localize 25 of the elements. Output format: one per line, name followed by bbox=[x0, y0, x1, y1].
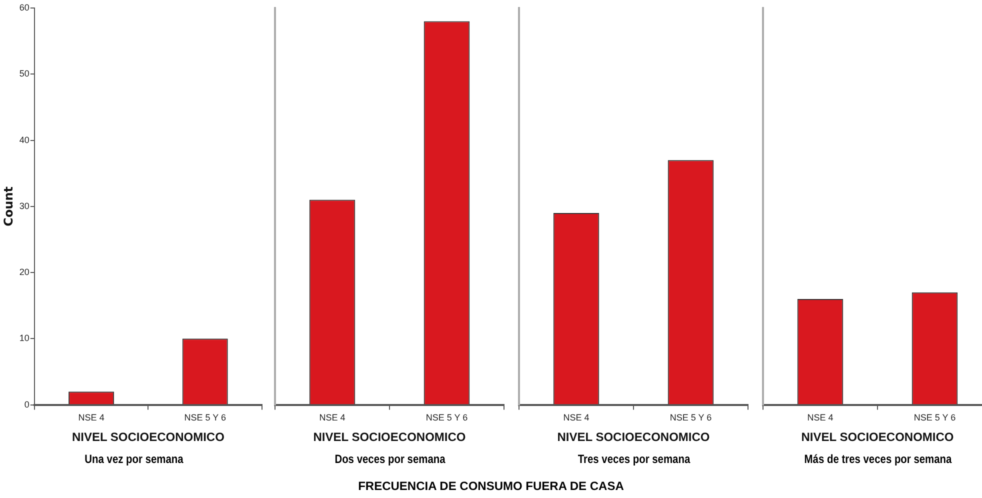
y-tick-label: 40 bbox=[19, 134, 30, 145]
x-tick-label: NSE 5 Y 6 bbox=[184, 412, 226, 423]
y-tick-label: 10 bbox=[19, 333, 30, 344]
y-tick-label: 0 bbox=[24, 399, 30, 410]
x-axis-title: NIVEL SOCIOECONOMICO bbox=[72, 430, 224, 444]
y-tick-label: 30 bbox=[19, 200, 30, 211]
text: Dos veces por semana bbox=[334, 452, 446, 466]
y-tick-label: 50 bbox=[19, 68, 30, 79]
y-tick-label: 60 bbox=[19, 2, 30, 12]
x-axis-title: NIVEL SOCIOECONOMICO bbox=[313, 430, 466, 444]
y-axis-title: Count bbox=[1, 186, 16, 226]
x-axis-title: NIVEL SOCIOECONOMICO bbox=[801, 430, 954, 444]
x-axis-title: NIVEL SOCIOECONOMICO bbox=[557, 430, 710, 444]
text: Más de tres veces por semana bbox=[803, 452, 953, 466]
text: Tres veces por semana bbox=[576, 452, 692, 466]
x-tick-label: NSE 5 Y 6 bbox=[426, 412, 468, 423]
text: Una vez por semana bbox=[84, 452, 184, 466]
x-tick-label: NSE 4 bbox=[319, 412, 346, 423]
x-tick-label: NSE 4 bbox=[563, 412, 590, 423]
x-tick-label: NSE 4 bbox=[807, 412, 834, 423]
text: FRECUENCIA DE CONSUMO FUERA DE CASA bbox=[357, 479, 625, 493]
y-tick-label: 20 bbox=[19, 267, 30, 278]
x-tick-label: NSE 4 bbox=[78, 412, 104, 423]
x-tick-label: NSE 5 Y 6 bbox=[914, 412, 956, 423]
x-tick-label: NSE 5 Y 6 bbox=[670, 412, 712, 423]
